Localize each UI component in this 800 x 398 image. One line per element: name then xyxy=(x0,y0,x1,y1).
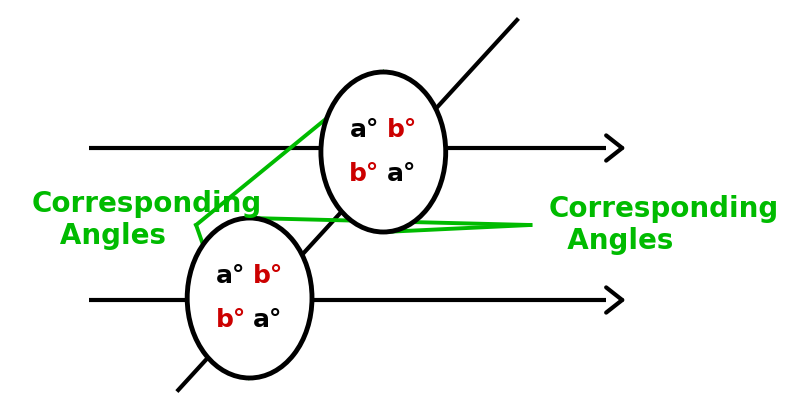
Text: b°: b° xyxy=(254,264,284,289)
Text: b°: b° xyxy=(215,308,246,332)
Text: a°: a° xyxy=(216,264,246,289)
Text: b°: b° xyxy=(349,162,379,185)
Text: Corresponding
   Angles: Corresponding Angles xyxy=(31,190,262,250)
Text: Corresponding
  Angles: Corresponding Angles xyxy=(548,195,778,255)
Text: a°: a° xyxy=(254,308,283,332)
Ellipse shape xyxy=(187,218,312,378)
Text: a°: a° xyxy=(387,162,417,185)
Ellipse shape xyxy=(321,72,446,232)
Text: b°: b° xyxy=(387,118,418,142)
Text: a°: a° xyxy=(350,118,379,142)
